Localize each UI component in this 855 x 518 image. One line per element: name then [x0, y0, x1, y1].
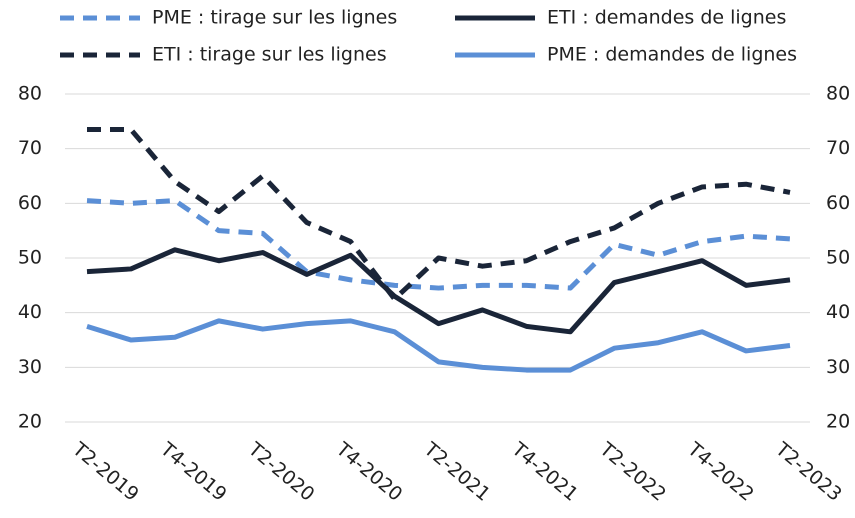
y-tick-label: 30 [18, 356, 42, 378]
y-tick-label: 20 [18, 411, 42, 433]
y2-tick-label: 20 [826, 411, 850, 433]
series-line [86, 318, 791, 373]
y2-tick-label: 60 [826, 192, 850, 214]
legend-label: ETI : tirage sur les lignes [152, 44, 387, 66]
y2-tick-label: 40 [826, 301, 850, 323]
y-tick-label: 60 [18, 192, 42, 214]
legend-label: PME : tirage sur les lignes [152, 7, 397, 29]
x-tick-label: T4-2019 [155, 438, 230, 506]
x-tick-label: T2-2021 [419, 438, 494, 506]
x-tick-label: T2-2022 [595, 438, 670, 506]
series-line [87, 127, 791, 302]
y2-tick-label: 70 [826, 137, 850, 159]
x-tick-label: T4-2020 [331, 438, 406, 506]
y-tick-label: 40 [18, 301, 42, 323]
y2-tick-label: 50 [826, 247, 850, 269]
series-line [86, 247, 791, 335]
y-tick-label: 70 [18, 137, 42, 159]
legend-label: ETI : demandes de lignes [547, 7, 786, 29]
y-tick-label: 80 [18, 83, 42, 105]
legend-label: PME : demandes de lignes [547, 44, 797, 66]
y2-tick-label: 80 [826, 83, 850, 105]
x-tick-label: T4-2022 [683, 438, 758, 506]
x-tick-label: T2-2020 [243, 438, 318, 506]
y2-tick-label: 30 [826, 356, 850, 378]
x-tick-label: T2-2019 [67, 438, 142, 506]
y-tick-label: 50 [18, 247, 42, 269]
series-line [86, 198, 791, 291]
x-tick-label: T2-2023 [770, 438, 845, 506]
x-tick-label: T4-2021 [507, 438, 582, 506]
